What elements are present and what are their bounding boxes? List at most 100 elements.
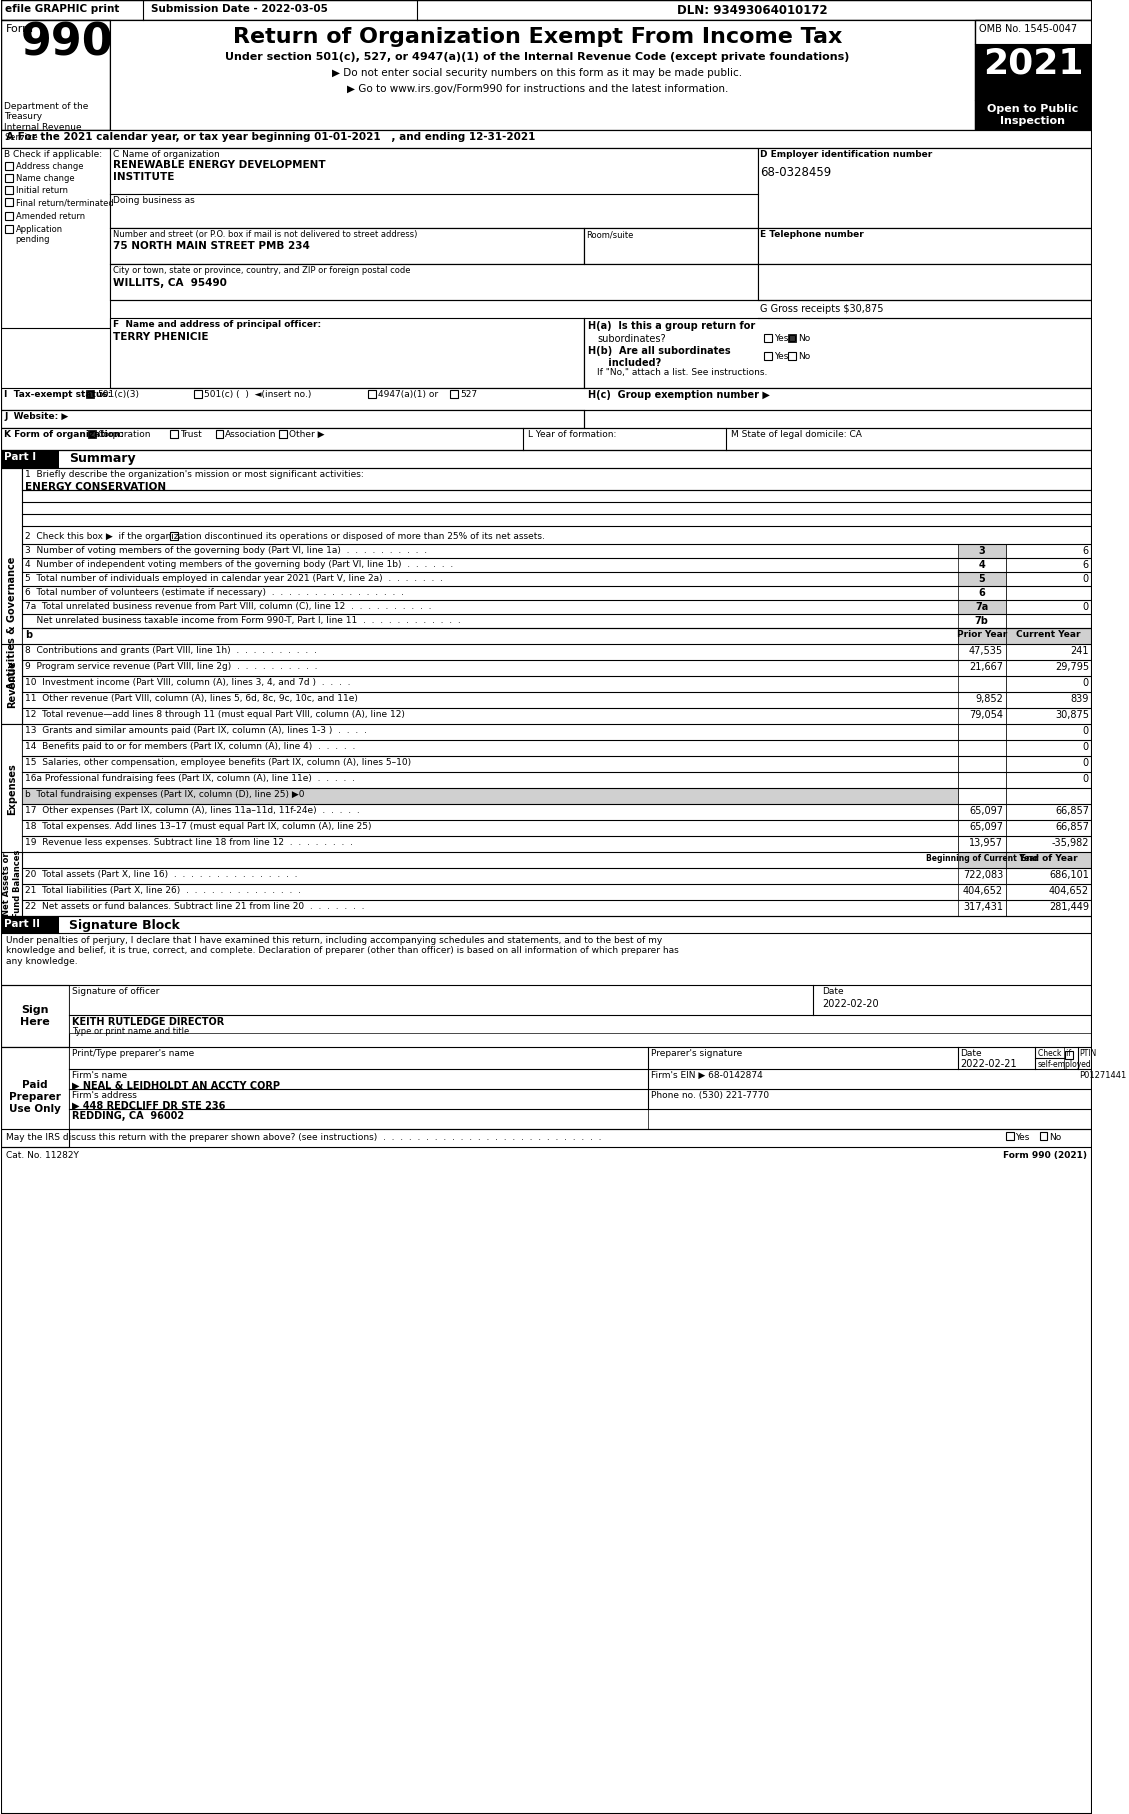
Text: Number and street (or P.O. box if mail is not delivered to street address): Number and street (or P.O. box if mail i… [113, 230, 418, 239]
Bar [957, 787, 1006, 804]
Bar [5, 198, 12, 207]
Bar [957, 600, 1006, 613]
Text: A For the 2021 calendar year, or tax year beginning 01-01-2021   , and ending 12: A For the 2021 calendar year, or tax yea… [6, 132, 535, 141]
Bar [69, 985, 1092, 1016]
Bar [1006, 756, 1092, 773]
Bar [1006, 787, 1092, 804]
Text: H(b)  Are all subordinates
      included?: H(b) Are all subordinates included? [587, 346, 730, 368]
Bar [957, 804, 1006, 820]
Bar [23, 787, 957, 804]
Bar [1006, 571, 1092, 586]
Text: 18  Total expenses. Add lines 13–17 (must equal Part IX, column (A), line 25): 18 Total expenses. Add lines 13–17 (must… [25, 822, 371, 831]
Bar [1, 853, 23, 916]
Text: efile GRAPHIC print: efile GRAPHIC print [5, 4, 120, 15]
Text: 30,875: 30,875 [1054, 709, 1089, 720]
Text: ▶ Go to www.irs.gov/Form990 for instructions and the latest information.: ▶ Go to www.irs.gov/Form990 for instruct… [347, 83, 728, 94]
Text: ▶ 448 REDCLIFF DR STE 236: ▶ 448 REDCLIFF DR STE 236 [72, 1101, 225, 1110]
Bar [648, 1047, 957, 1068]
Text: 11  Other revenue (Part VIII, column (A), lines 5, 6d, 8c, 9c, 10c, and 11e): 11 Other revenue (Part VIII, column (A),… [25, 695, 358, 704]
Text: Doing business as: Doing business as [113, 196, 195, 205]
Text: Preparer's signature: Preparer's signature [651, 1048, 743, 1058]
Text: self-employed: self-employed [1038, 1059, 1092, 1068]
Bar [69, 1047, 648, 1068]
Bar [69, 1108, 648, 1128]
Text: WILLITS, CA  95490: WILLITS, CA 95490 [113, 278, 227, 288]
Bar [764, 334, 772, 343]
Text: Yes: Yes [774, 352, 788, 361]
Text: Date: Date [822, 987, 843, 996]
Bar [111, 265, 758, 299]
Text: 17  Other expenses (Part IX, column (A), lines 11a–11d, 11f-24e)  .  .  .  .  .: 17 Other expenses (Part IX, column (A), … [25, 805, 360, 814]
Text: ENERGY CONSERVATION: ENERGY CONSERVATION [25, 483, 166, 492]
Bar [957, 660, 1006, 677]
Text: 0: 0 [1083, 742, 1089, 753]
Text: 12  Total revenue—add lines 8 through 11 (must equal Part VIII, column (A), line: 12 Total revenue—add lines 8 through 11 … [25, 709, 405, 718]
Text: 16a Professional fundraising fees (Part IX, column (A), line 11e)  .  .  .  .  .: 16a Professional fundraising fees (Part … [25, 775, 356, 784]
Text: 501(c)(3): 501(c)(3) [98, 390, 140, 399]
Text: Summary: Summary [69, 452, 135, 464]
Bar [1006, 900, 1092, 916]
Bar [279, 430, 287, 437]
Text: Initial return: Initial return [16, 187, 68, 194]
Text: 22  Net assets or fund balances. Subtract line 21 from line 20  .  .  .  .  .  .: 22 Net assets or fund balances. Subtract… [25, 902, 365, 911]
Text: Net unrelated business taxable income from Form 990-T, Part I, line 11  .  .  . : Net unrelated business taxable income fr… [25, 617, 461, 626]
Text: 4  Number of independent voting members of the governing body (Part VI, line 1b): 4 Number of independent voting members o… [25, 561, 454, 570]
Text: Firm's EIN ▶ 68-0142874: Firm's EIN ▶ 68-0142874 [651, 1070, 763, 1079]
Bar [23, 804, 957, 820]
Text: 10  Investment income (Part VIII, column (A), lines 3, 4, and 7d )  .  .  .  .: 10 Investment income (Part VIII, column … [25, 678, 351, 688]
Text: 990: 990 [20, 22, 113, 65]
Bar [5, 212, 12, 219]
Text: If "No," attach a list. See instructions.: If "No," attach a list. See instructions… [597, 368, 768, 377]
Text: 0: 0 [1083, 602, 1089, 611]
Bar [23, 836, 957, 853]
Bar [23, 628, 957, 644]
Text: DLN: 93493064010172: DLN: 93493064010172 [677, 4, 828, 16]
Bar [368, 390, 376, 397]
Text: 839: 839 [1070, 695, 1089, 704]
Bar [5, 225, 12, 232]
Text: Phone no. (530) 221-7770: Phone no. (530) 221-7770 [651, 1090, 770, 1099]
Text: 8  Contributions and grants (Part VIII, line 1h)  .  .  .  .  .  .  .  .  .  .: 8 Contributions and grants (Part VIII, l… [25, 646, 317, 655]
Bar [957, 869, 1006, 883]
Text: 2022-02-20: 2022-02-20 [822, 1000, 879, 1009]
Text: OMB No. 1545-0047: OMB No. 1545-0047 [979, 24, 1077, 34]
Text: I  Tax-exempt status:: I Tax-exempt status: [5, 390, 112, 399]
Bar [1006, 600, 1092, 613]
Bar [69, 1068, 648, 1088]
Text: H(c)  Group exemption number ▶: H(c) Group exemption number ▶ [587, 390, 770, 401]
Bar [758, 265, 1092, 299]
Text: Trust: Trust [180, 430, 202, 439]
Text: 1  Briefly describe the organization's mission or most significant activities:: 1 Briefly describe the organization's mi… [25, 470, 364, 479]
Bar [170, 532, 178, 541]
Bar [957, 836, 1006, 853]
Text: Beginning of Current Year: Beginning of Current Year [926, 854, 1038, 863]
Text: 66,857: 66,857 [1054, 805, 1089, 816]
Text: Paid
Preparer
Use Only: Paid Preparer Use Only [9, 1081, 61, 1114]
Text: Sign
Here: Sign Here [20, 1005, 50, 1027]
Bar [975, 20, 1092, 131]
Bar [1, 149, 111, 328]
Text: Address change: Address change [16, 161, 84, 171]
Text: May the IRS discuss this return with the preparer shown above? (see instructions: May the IRS discuss this return with the… [6, 1134, 602, 1143]
Bar [1006, 691, 1092, 707]
Bar [1006, 559, 1092, 571]
Bar [89, 432, 95, 437]
Bar [450, 390, 458, 397]
Text: B Check if applicable:: B Check if applicable: [5, 151, 103, 160]
Bar [957, 691, 1006, 707]
Text: 20  Total assets (Part X, line 16)  .  .  .  .  .  .  .  .  .  .  .  .  .  .  .: 20 Total assets (Part X, line 16) . . . … [25, 871, 298, 880]
Bar [1006, 820, 1092, 836]
Text: Other ▶: Other ▶ [289, 430, 324, 439]
Bar [1035, 1058, 1064, 1068]
Text: 65,097: 65,097 [969, 805, 1003, 816]
Bar [788, 334, 796, 343]
Text: Open to Public
Inspection: Open to Public Inspection [987, 103, 1078, 125]
Text: K Form of organization:: K Form of organization: [5, 430, 124, 439]
Bar [957, 677, 1006, 691]
Bar [194, 390, 202, 397]
Text: 6: 6 [1083, 546, 1089, 557]
Bar [23, 468, 1092, 490]
Text: ▶ Do not enter social security numbers on this form as it may be made public.: ▶ Do not enter social security numbers o… [332, 67, 743, 78]
Bar [1, 468, 23, 778]
Text: 2022-02-21: 2022-02-21 [961, 1059, 1017, 1068]
